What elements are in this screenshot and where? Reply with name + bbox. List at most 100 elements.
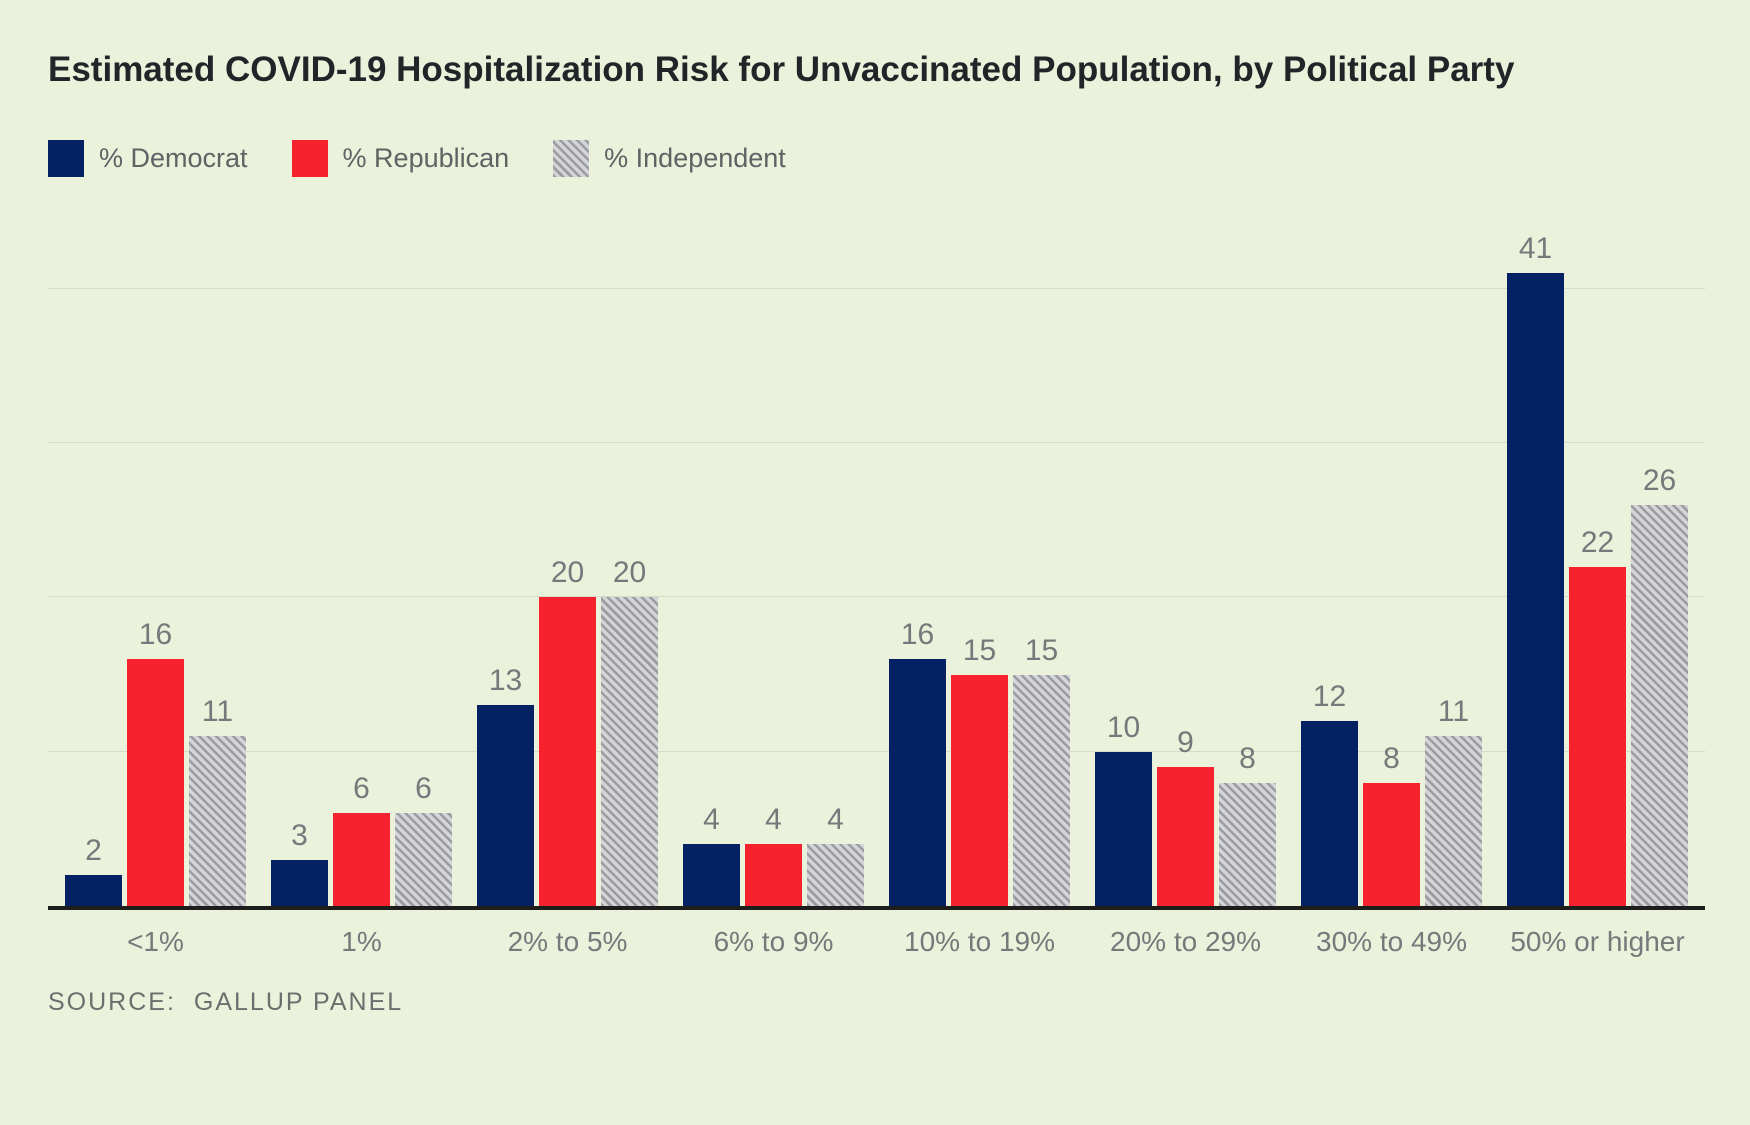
- value-label: 4: [827, 803, 844, 837]
- value-label: 15: [1024, 633, 1059, 667]
- x-axis-label: 10% to 19%: [904, 926, 1055, 957]
- bar-group: 4 4 4: [683, 803, 864, 906]
- x-axis-label: 50% or higher: [1510, 926, 1685, 957]
- bar-column: 4: [683, 803, 740, 906]
- bar-column: 20: [539, 556, 596, 906]
- plot-area: 2 16 11 3 6 6 13 20 20 4 4 4 16 15 15 10 9 8 12 8 11 41 22 26: [48, 232, 1705, 906]
- bar-group: 2 16 11: [65, 618, 246, 906]
- source-value: GALLUP PANEL: [193, 988, 404, 1016]
- republican-bar: [1569, 566, 1626, 906]
- gridline-20: [48, 596, 1705, 598]
- independent-bar: [1425, 736, 1482, 906]
- x-axis-line: [48, 906, 1705, 910]
- independent-bar: [189, 736, 246, 906]
- value-label: 12: [1312, 679, 1347, 713]
- chart-title: Estimated COVID-19 Hospitalization Risk …: [48, 50, 1515, 89]
- value-label: 41: [1518, 232, 1553, 266]
- bar-column: 4: [807, 803, 864, 906]
- source-label: SOURCE:: [48, 988, 176, 1016]
- value-label: 11: [201, 695, 234, 729]
- bar-column: 12: [1301, 680, 1358, 906]
- legend: % Democrat % Republican % Independent: [48, 140, 786, 177]
- x-axis-label: 2% to 5%: [507, 926, 628, 957]
- bar-column: 10: [1095, 711, 1152, 906]
- value-label: 26: [1642, 463, 1677, 497]
- value-label: 6: [415, 772, 432, 806]
- bar-group: 10 9 8: [1095, 711, 1276, 906]
- value-label: 10: [1106, 710, 1141, 744]
- bar-column: 6: [333, 772, 390, 906]
- bar-column: 6: [395, 772, 452, 906]
- democrat-bar: [1301, 720, 1358, 906]
- legend-item-democrat: % Democrat: [48, 140, 248, 177]
- value-label: 15: [962, 633, 997, 667]
- democrat-bar: [1095, 751, 1152, 906]
- bar-group: 12 8 11: [1301, 680, 1482, 906]
- independent-bar: [1631, 504, 1688, 906]
- x-axis-label: 20% to 29%: [1110, 926, 1261, 957]
- bar-column: 2: [65, 834, 122, 906]
- gridline-40: [48, 287, 1705, 289]
- bar-column: 26: [1631, 464, 1688, 906]
- source-note: SOURCE: GALLUP PANEL: [48, 988, 403, 1017]
- democrat-bar: [1507, 273, 1564, 906]
- value-label: 6: [353, 772, 370, 806]
- independent-bar: [1219, 782, 1276, 906]
- bar-column: 9: [1157, 726, 1214, 906]
- legend-item-republican: % Republican: [291, 140, 509, 177]
- x-axis-label: 30% to 49%: [1316, 926, 1467, 957]
- bar-column: 16: [889, 618, 946, 906]
- bar-column: 15: [951, 634, 1008, 906]
- value-label: 8: [1383, 741, 1400, 775]
- value-label: 8: [1239, 741, 1256, 775]
- republican-bar: [539, 597, 596, 906]
- bar-column: 22: [1569, 526, 1626, 906]
- plot-wrap: 2 16 11 3 6 6 13 20 20 4 4 4 16 15 15 10 9 8 12 8 11 41 22 26 <…: [48, 232, 1705, 958]
- x-axis-labels: <1% 1% 2% to 5% 6% to 9% 10% to 19% 20% to 29…: [48, 926, 1705, 958]
- bar-column: 41: [1507, 232, 1564, 906]
- value-label: 16: [900, 618, 935, 652]
- value-label: 9: [1177, 726, 1194, 760]
- republican-bar: [1363, 782, 1420, 906]
- democrat-bar: [683, 844, 740, 906]
- x-axis-label: 1%: [341, 926, 382, 957]
- value-label: 22: [1580, 525, 1615, 559]
- value-label: 4: [765, 803, 782, 837]
- value-label: 11: [1437, 695, 1470, 729]
- democrat-bar: [889, 659, 946, 906]
- legend-label-democrat: % Democrat: [99, 143, 248, 173]
- democrat-bar: [477, 705, 534, 906]
- independent-bar: [807, 844, 864, 906]
- legend-label-independent: % Independent: [604, 143, 786, 173]
- republican-bar: [745, 844, 802, 906]
- gridline-30: [48, 442, 1705, 444]
- bar-group: 41 22 26: [1507, 232, 1688, 906]
- bar-group: 16 15 15: [889, 618, 1070, 906]
- bar-column: 3: [271, 819, 328, 906]
- bar-group: 13 20 20: [477, 556, 658, 906]
- bar-column: 8: [1363, 742, 1420, 906]
- bar-column: 4: [745, 803, 802, 906]
- republican-bar: [127, 659, 184, 906]
- independent-bar: [1013, 674, 1070, 906]
- x-axis-label: 6% to 9%: [713, 926, 834, 957]
- x-axis-label: <1%: [127, 926, 184, 957]
- bar-column: 8: [1219, 742, 1276, 906]
- value-label: 2: [85, 834, 102, 868]
- independent-bar: [601, 597, 658, 906]
- democrat-bar: [65, 875, 122, 906]
- value-label: 16: [138, 618, 173, 652]
- independent-swatch-icon: [553, 140, 590, 177]
- value-label: 13: [488, 664, 523, 698]
- bar-column: 16: [127, 618, 184, 906]
- republican-bar: [951, 674, 1008, 906]
- value-label: 3: [291, 818, 308, 852]
- republican-swatch-icon: [291, 140, 328, 177]
- republican-bar: [333, 813, 390, 906]
- value-label: 4: [703, 803, 720, 837]
- bar-column: 11: [1425, 695, 1482, 906]
- bar-group: 3 6 6: [271, 772, 452, 906]
- republican-bar: [1157, 767, 1214, 906]
- bar-column: 15: [1013, 634, 1070, 906]
